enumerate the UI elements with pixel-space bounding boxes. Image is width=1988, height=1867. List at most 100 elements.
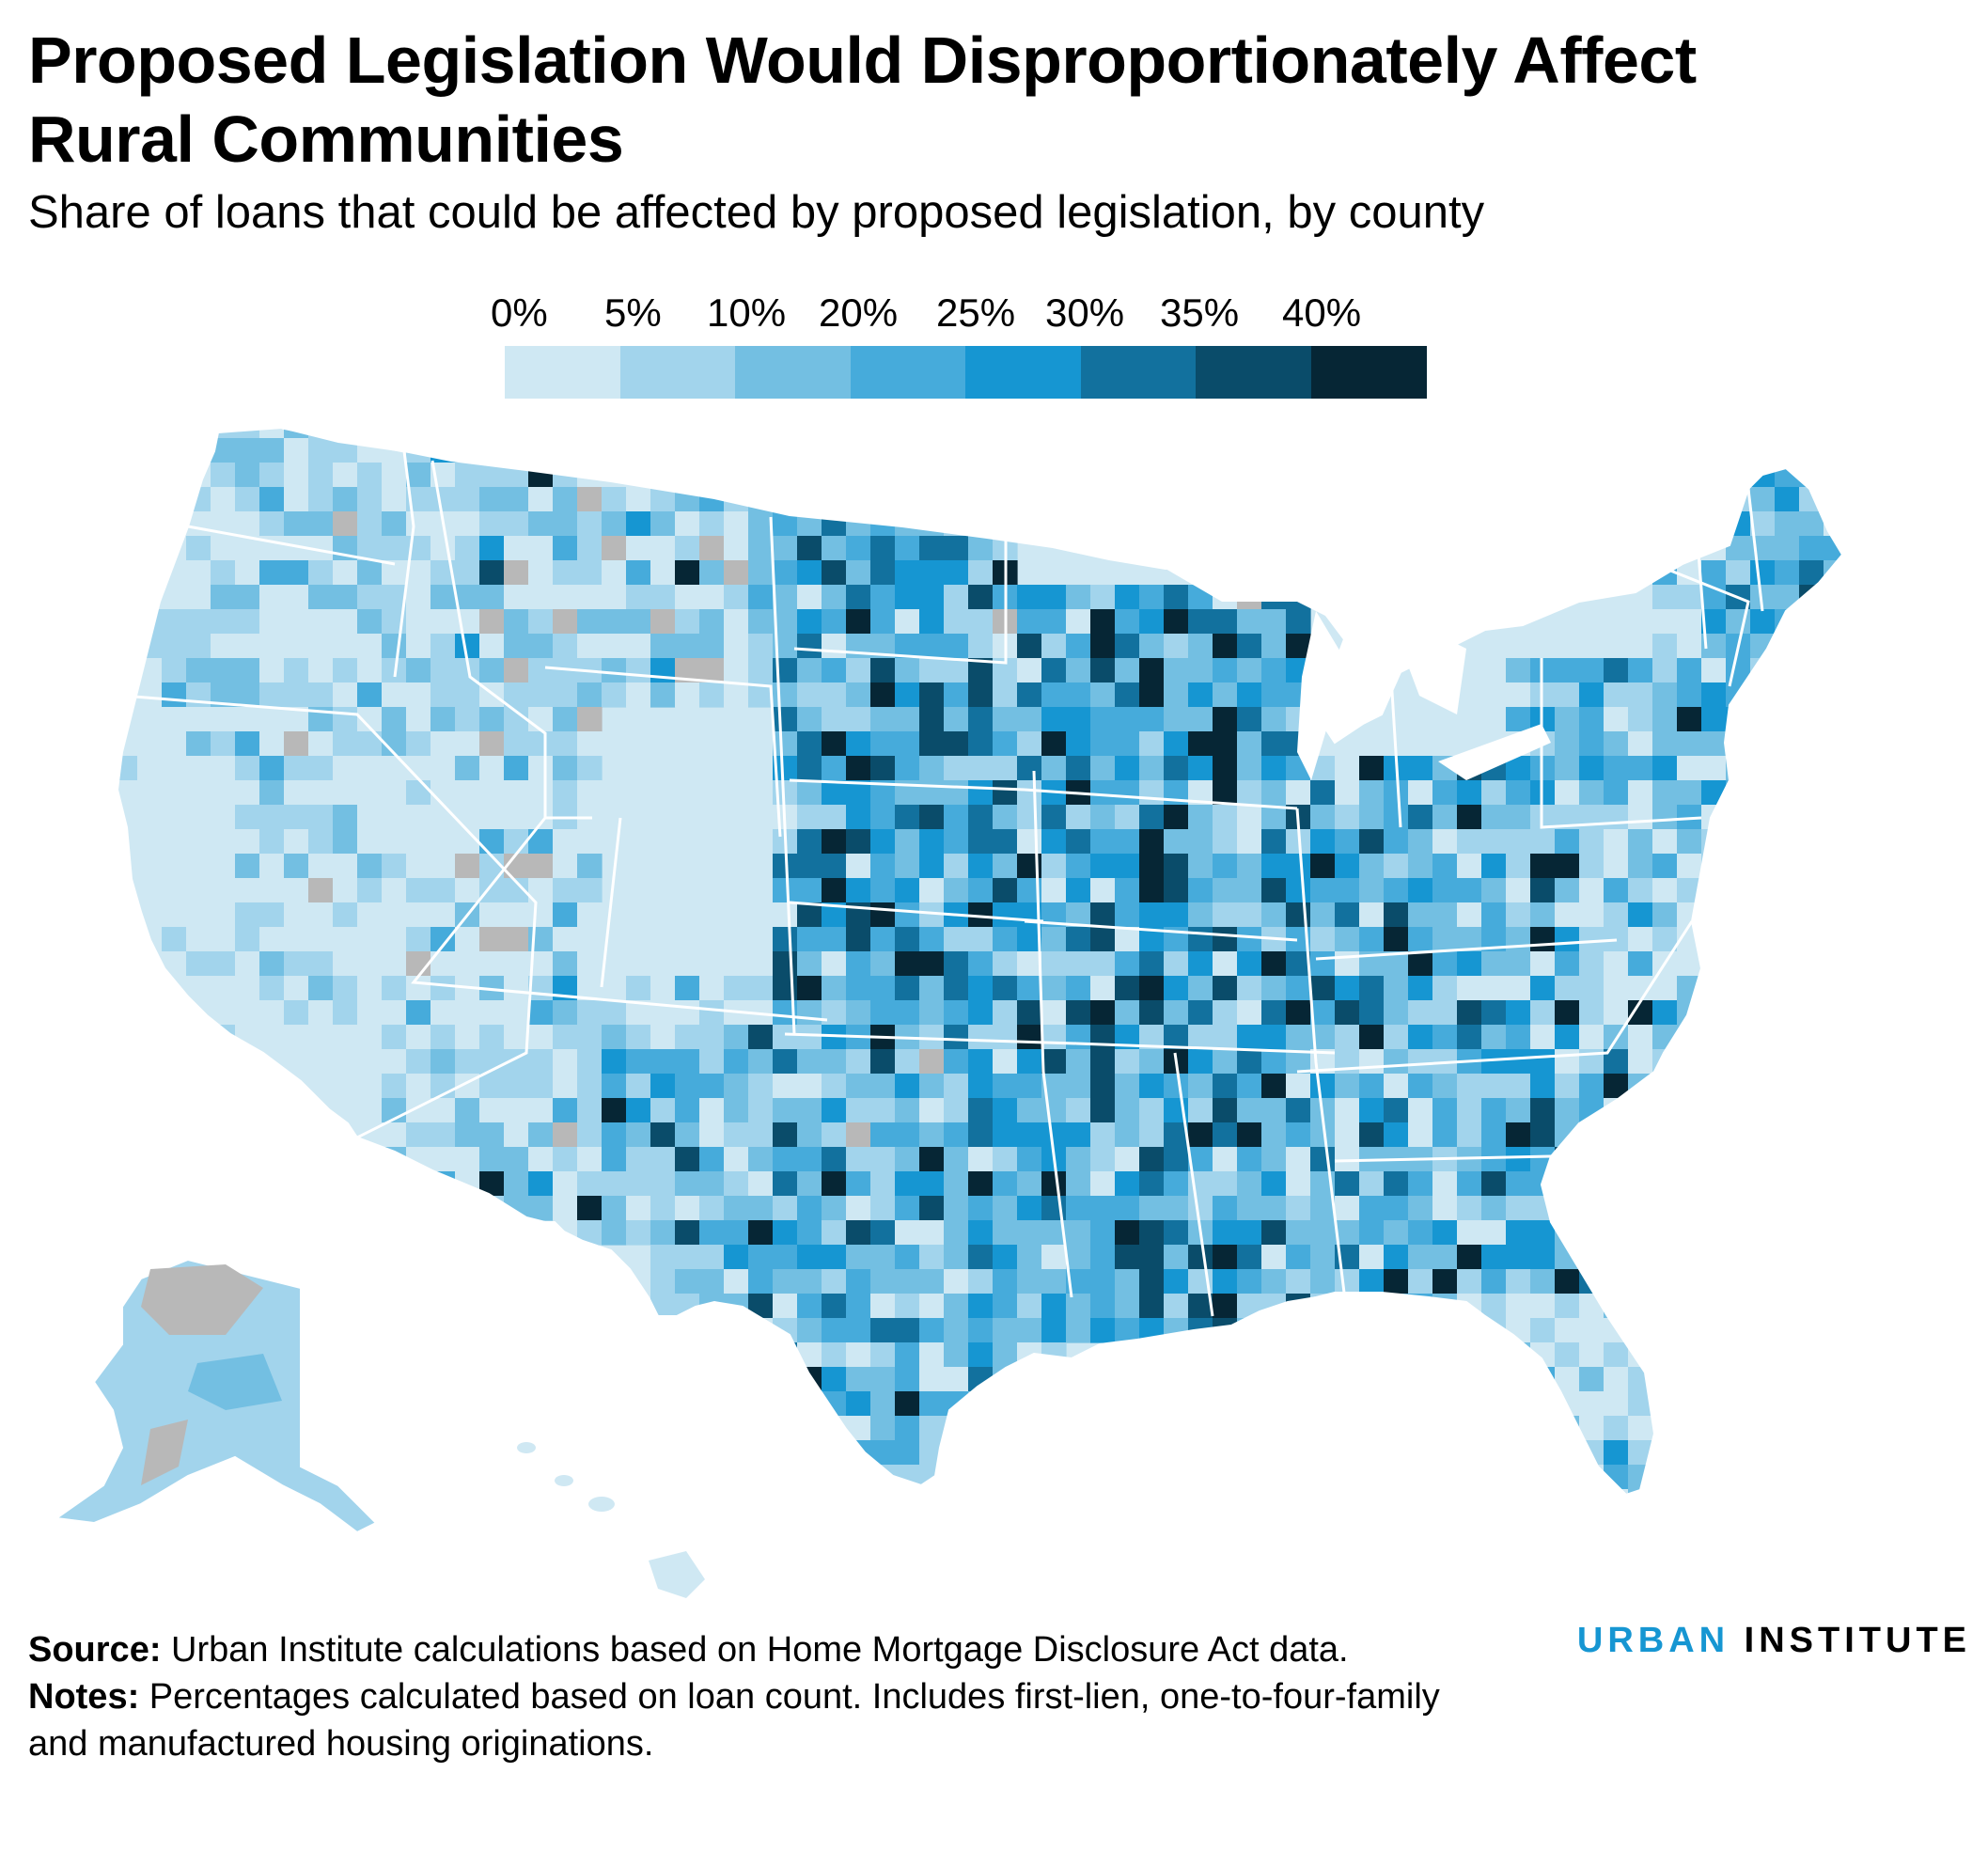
legend-swatch	[619, 346, 736, 399]
county-cell	[1261, 609, 1287, 635]
county-cell	[284, 1000, 309, 1026]
county-cell	[137, 560, 163, 586]
county-cell	[650, 1025, 676, 1050]
county-cell	[968, 1098, 994, 1123]
county-cell	[602, 487, 627, 512]
county-cell	[137, 428, 163, 439]
county-cell	[797, 1049, 822, 1075]
county-cell	[1481, 805, 1507, 830]
county-cell	[724, 1318, 749, 1343]
county-cell	[650, 1171, 676, 1197]
county-cell	[1579, 1318, 1604, 1343]
county-cell	[1115, 927, 1140, 952]
county-cell	[528, 682, 554, 708]
county-cell	[822, 976, 847, 1001]
county-cell	[1237, 1220, 1262, 1246]
county-cell	[1384, 1098, 1409, 1123]
county-cell	[895, 682, 920, 708]
county-cell	[1041, 1171, 1067, 1197]
county-cell	[186, 536, 211, 561]
county-cell	[650, 1245, 676, 1270]
county-cell	[919, 1220, 945, 1246]
county-cell	[1701, 1049, 1727, 1075]
county-cell	[430, 854, 456, 879]
county-cell	[137, 1098, 163, 1123]
county-cell	[1506, 805, 1531, 830]
county-cell	[284, 756, 309, 781]
county-cell	[430, 487, 456, 512]
state-border	[784, 1032, 1077, 1045]
county-cell	[455, 1025, 480, 1050]
notes-line: Notes: Percentages calculated based on l…	[28, 1673, 1457, 1767]
county-cell	[577, 829, 603, 855]
county-cell	[1457, 1489, 1482, 1495]
county-cell	[1310, 854, 1336, 879]
county-cell	[430, 878, 456, 903]
county-cell	[1139, 1147, 1165, 1172]
county-cell	[1164, 805, 1189, 830]
county-cell	[1555, 731, 1580, 757]
county-cell	[1017, 1220, 1042, 1246]
county-cell	[1408, 1074, 1433, 1099]
county-cell	[797, 780, 822, 806]
county-cell	[1090, 756, 1116, 781]
county-cell	[968, 1147, 994, 1172]
county-cell	[699, 585, 725, 610]
county-cell	[1286, 609, 1311, 635]
county-cell	[1604, 756, 1629, 781]
county-cell	[284, 463, 309, 488]
legend-swatch	[850, 346, 966, 399]
county-cell	[1017, 658, 1042, 683]
county-cell	[1384, 878, 1409, 903]
county-cell	[822, 1245, 847, 1270]
county-cell	[117, 731, 138, 757]
county-cell	[577, 585, 603, 610]
county-cell	[797, 1171, 822, 1197]
county-cell	[1726, 560, 1751, 586]
county-cell	[1726, 780, 1751, 806]
county-cell	[1041, 1440, 1067, 1466]
county-cell	[1188, 609, 1213, 635]
county-cell	[1335, 902, 1360, 928]
county-cell	[211, 536, 236, 561]
county-cell	[1066, 805, 1091, 830]
county-cell	[1628, 902, 1653, 928]
state-border	[1032, 770, 1073, 1298]
county-cell	[357, 1074, 383, 1099]
county-cell	[1604, 1196, 1629, 1221]
county-cell	[895, 1245, 920, 1270]
county-cell	[1017, 731, 1042, 757]
county-cell	[602, 1147, 627, 1172]
county-cell	[528, 634, 554, 659]
county-cell	[822, 731, 847, 757]
county-cell	[1555, 854, 1580, 879]
legend-swatch	[965, 346, 1081, 399]
county-cell	[1506, 658, 1531, 683]
county-cell	[333, 878, 358, 903]
county-cell	[1359, 1074, 1385, 1099]
county-cell	[1628, 951, 1653, 977]
state-border	[430, 460, 592, 820]
notes-label: Notes:	[28, 1677, 140, 1717]
county-cell	[259, 428, 285, 439]
county-cell	[699, 1196, 725, 1221]
county-cell	[1359, 1196, 1385, 1221]
county-cell	[553, 1000, 578, 1026]
county-cell	[1579, 1391, 1604, 1417]
county-cell	[773, 951, 798, 977]
county-cell	[553, 634, 578, 659]
county-cell	[944, 1440, 969, 1466]
county-cell	[1310, 780, 1336, 806]
county-cell	[1139, 854, 1165, 879]
county-cell	[846, 1147, 871, 1172]
county-cell	[186, 511, 211, 537]
county-cell	[1090, 1318, 1116, 1343]
county-cell	[284, 428, 309, 439]
county-cell	[284, 585, 309, 610]
county-cell	[993, 1049, 1018, 1075]
county-cell	[186, 1025, 211, 1050]
county-cell	[186, 428, 211, 439]
county-cell	[944, 731, 969, 757]
county-cell	[186, 878, 211, 903]
county-cell	[650, 609, 676, 635]
